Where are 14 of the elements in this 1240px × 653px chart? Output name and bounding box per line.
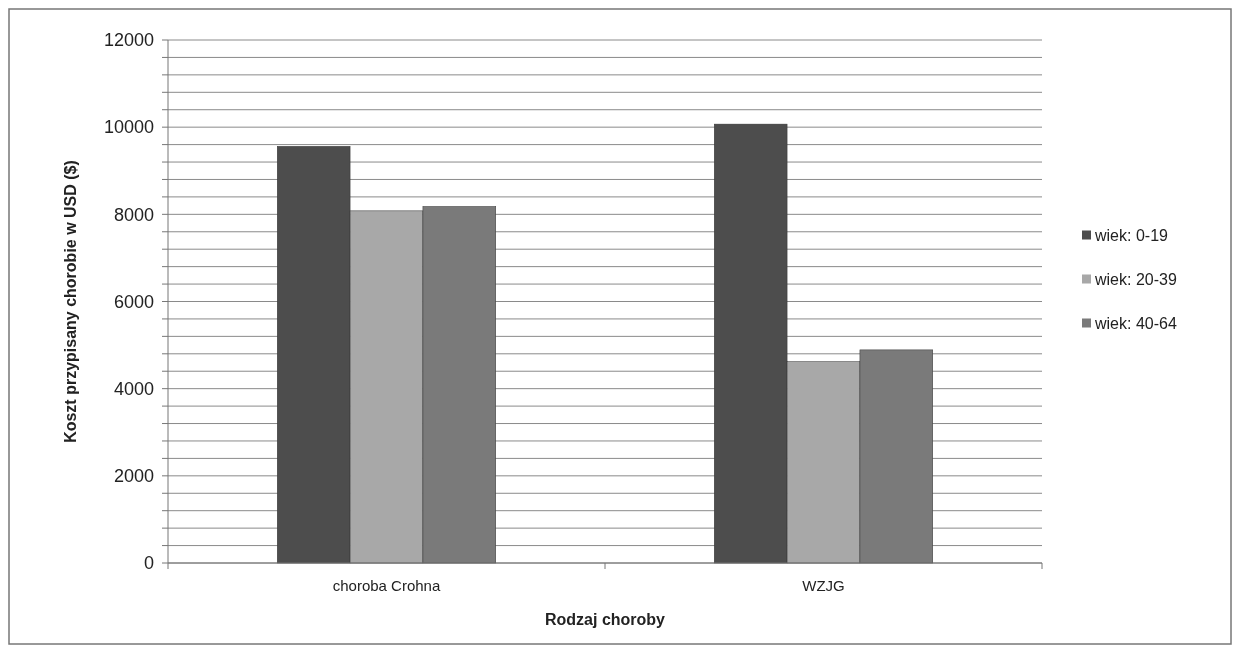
- x-axis-title: Rodzaj choroby: [544, 611, 666, 628]
- y-tick-label: 12000: [103, 30, 154, 51]
- legend-label: wiek: 0-19: [1094, 227, 1169, 245]
- y-tick-label: 6000: [113, 291, 154, 312]
- y-tick-label: 10000: [103, 117, 154, 138]
- legend-label: wiek: 20-39: [1094, 271, 1177, 289]
- legend-label: wiek: 40-64: [1094, 315, 1177, 333]
- y-tick-label: 4000: [113, 378, 154, 399]
- x-tick-label: choroba Crohna: [332, 577, 441, 594]
- y-axis-title: Koszt przypisany chorobie w USD ($): [62, 160, 79, 443]
- y-tick-label: 0: [143, 553, 154, 574]
- x-tick-label: WZJG: [802, 577, 845, 594]
- y-tick-label: 8000: [113, 204, 154, 225]
- y-tick-label: 2000: [113, 466, 154, 487]
